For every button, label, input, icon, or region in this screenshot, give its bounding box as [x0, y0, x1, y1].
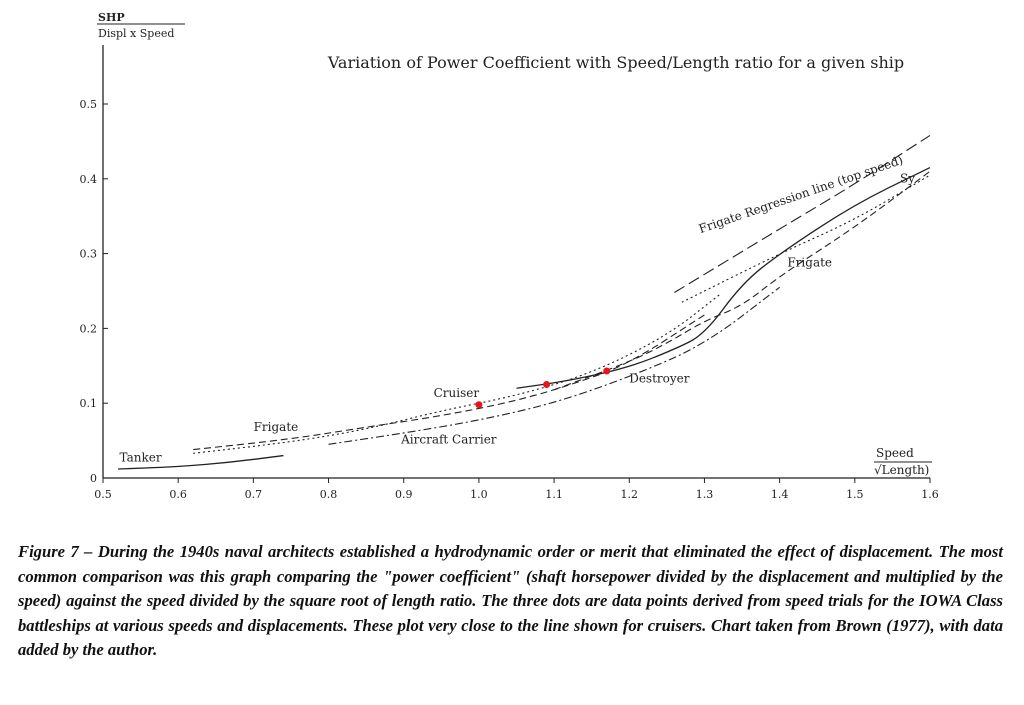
y-tick-label: 0.2 — [80, 322, 98, 335]
series-layer — [118, 134, 931, 470]
x-tick-label: 0.9 — [395, 488, 413, 501]
y-axis-label-numerator: SHP — [98, 11, 125, 24]
x-axis-ticks: 0.5 0.6 0.7 0.8 0.9 1.0 1.1 1.2 1.3 1.4 1.5 1.6 — [94, 478, 939, 501]
y-tick-label: 0.3 — [80, 248, 98, 261]
y-tick-label: 0.5 — [80, 98, 98, 111]
series-line-sy — [681, 174, 931, 303]
series-line-frigate — [193, 314, 705, 451]
x-tick-label: 0.6 — [169, 488, 187, 501]
x-axis-label-denominator: √Length) — [874, 463, 929, 477]
figure-caption: Figure 7 – During the 1940s naval archit… — [18, 542, 1003, 660]
x-tick-label: 1.3 — [696, 488, 714, 501]
y-tick-label: 0.1 — [80, 397, 98, 410]
curve-label-tanker: Tanker — [120, 451, 162, 465]
x-tick-label: 0.7 — [245, 488, 263, 501]
x-tick-label: 0.5 — [94, 488, 112, 501]
y-axis-ticks: 0 0.1 0.2 0.3 0.4 0.5 — [80, 98, 108, 485]
curve-label-frigate: Frigate — [787, 255, 832, 269]
x-tick-label: 1.5 — [846, 488, 864, 501]
y-tick-label: 0 — [90, 472, 97, 485]
x-tick-label: 1.1 — [545, 488, 563, 501]
series-line-frigate-regression-line-top-speed — [674, 134, 931, 293]
chart-title: Variation of Power Coefficient with Spee… — [327, 53, 904, 72]
x-axis-label-numerator: Speed — [876, 446, 914, 460]
iowa-trial-point — [475, 401, 483, 409]
curve-label-destroyer: Destroyer — [629, 371, 690, 385]
y-axis-label-denominator: Displ x Speed — [98, 27, 174, 40]
curve-labels: Tanker Frigate Cruiser Aircraft Carrier Dest… — [120, 153, 916, 465]
series-line-frigate — [516, 166, 931, 389]
series-line-aircraft-carrier — [328, 286, 780, 445]
y-tick-label: 0.4 — [80, 173, 98, 186]
series-line-destroyer — [553, 170, 931, 391]
series-line-cruiser — [193, 294, 720, 454]
x-tick-label: 0.8 — [320, 488, 338, 501]
iowa-trial-point — [543, 381, 551, 388]
power-coefficient-chart: Variation of Power Coefficient with Spee… — [80, 11, 939, 501]
x-tick-label: 1.0 — [470, 488, 488, 501]
curve-label-frigate: Frigate — [254, 420, 299, 434]
x-tick-label: 1.2 — [621, 488, 639, 501]
curve-label-sy: Sy — [900, 172, 915, 186]
curve-label-cruiser: Cruiser — [434, 386, 480, 400]
series-line-tanker — [118, 454, 284, 470]
iowa-trial-point — [603, 367, 611, 375]
x-tick-label: 1.4 — [771, 488, 789, 501]
curve-label-aircraft-carrier: Aircraft Carrier — [400, 433, 497, 447]
curve-label-frigate-regression-line-top-speed: Frigate Regression line (top speed) — [697, 153, 905, 236]
x-tick-label: 1.6 — [921, 488, 939, 501]
